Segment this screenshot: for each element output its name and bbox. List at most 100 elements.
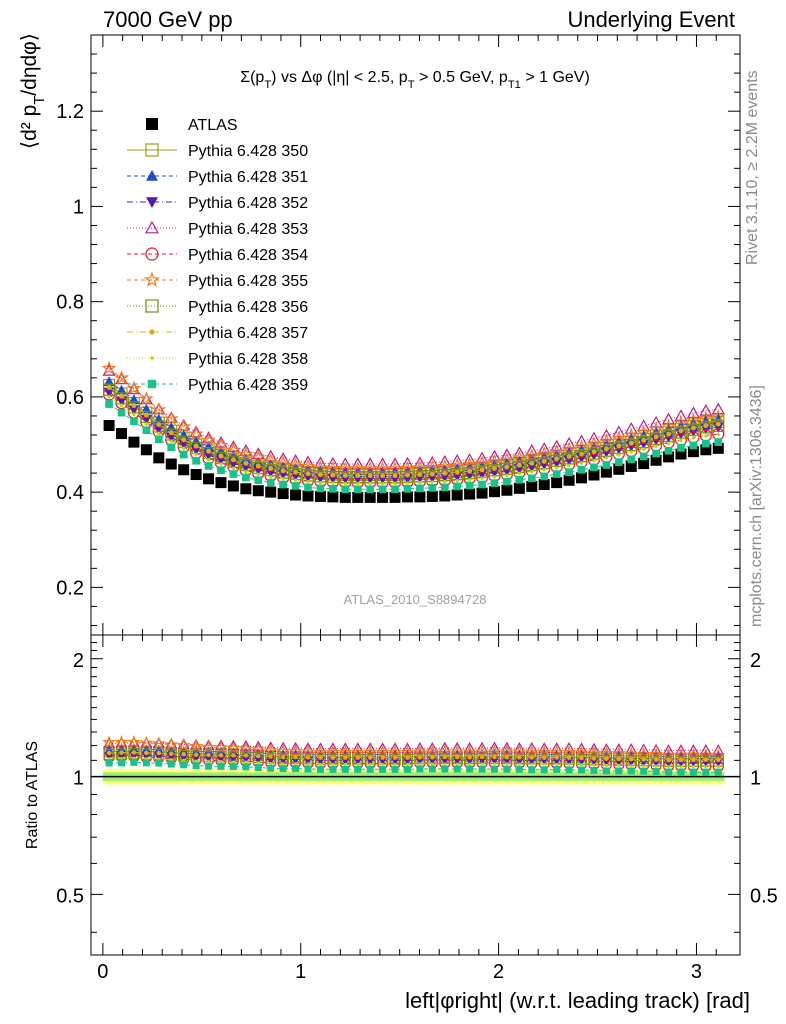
legend-item: Pythia 6.428 351 xyxy=(127,169,308,186)
data-point xyxy=(538,479,550,491)
data-point xyxy=(327,491,339,503)
data-point xyxy=(377,491,389,503)
ratio-point xyxy=(641,757,646,762)
data-point xyxy=(638,439,650,450)
ratio-point xyxy=(182,758,186,762)
ratio-point xyxy=(576,756,587,766)
data-point xyxy=(465,481,474,490)
data-point xyxy=(114,370,130,385)
data-point xyxy=(426,490,438,502)
data-point xyxy=(666,431,672,437)
data-point xyxy=(206,448,212,454)
ratio-point xyxy=(106,750,112,756)
data-point xyxy=(591,449,597,455)
data-point xyxy=(616,443,622,449)
data-point xyxy=(443,480,447,484)
legend-label: Pythia 6.428 353 xyxy=(188,221,308,238)
ratio-point xyxy=(430,762,434,766)
data-point xyxy=(661,418,676,433)
data-point xyxy=(599,428,613,441)
legend-label: Pythia 6.428 350 xyxy=(188,143,308,160)
ratio-point xyxy=(451,741,464,753)
ratio-point xyxy=(401,742,414,754)
ratio-point xyxy=(653,757,659,762)
data-point xyxy=(517,471,522,476)
ratio-point xyxy=(416,765,424,773)
ratio-point xyxy=(565,766,573,774)
ratio-point xyxy=(691,765,695,769)
ratio-point xyxy=(665,768,673,776)
data-point xyxy=(389,491,401,503)
data-point xyxy=(576,472,588,484)
data-point xyxy=(638,458,650,470)
data-point xyxy=(691,436,696,440)
data-point xyxy=(103,419,115,431)
data-point xyxy=(418,480,422,485)
data-point xyxy=(277,461,289,472)
rivet-version-label: Rivet 3.1.10, ≥ 2.2M events xyxy=(744,70,761,265)
ratio-point xyxy=(661,747,676,761)
ratio-point xyxy=(367,755,373,760)
data-point xyxy=(341,485,350,494)
ratio-point xyxy=(339,742,352,754)
ratio-point xyxy=(604,763,608,767)
data-point xyxy=(227,480,239,492)
ratio-point xyxy=(503,765,511,773)
ratio-point xyxy=(207,759,211,763)
data-point xyxy=(530,470,534,474)
data-point xyxy=(679,439,683,443)
data-point xyxy=(364,474,376,485)
data-point xyxy=(244,470,248,474)
ratio-point xyxy=(142,759,150,767)
data-point xyxy=(426,472,438,483)
ratio-point xyxy=(541,755,547,760)
data-point xyxy=(598,433,614,448)
ratio-point xyxy=(515,765,523,773)
ratio-point xyxy=(663,758,674,768)
data-point xyxy=(490,479,499,487)
data-point xyxy=(412,460,428,475)
x-tick-label: 1 xyxy=(295,961,306,983)
ratio-point xyxy=(466,765,474,773)
data-point xyxy=(128,394,140,405)
data-point xyxy=(101,360,117,375)
data-point xyxy=(107,395,111,399)
data-point xyxy=(712,419,725,433)
legend-item: Pythia 6.428 355 xyxy=(127,271,308,290)
legend-item: Pythia 6.428 358 xyxy=(127,351,308,368)
ratio-point xyxy=(256,753,261,759)
data-point xyxy=(628,440,634,446)
data-point xyxy=(504,464,510,470)
ratio-point xyxy=(636,746,651,761)
data-point xyxy=(701,439,710,448)
data-point xyxy=(662,412,676,425)
data-point xyxy=(476,469,488,480)
data-point xyxy=(165,458,177,470)
ratio-point xyxy=(500,741,513,753)
ratio-point xyxy=(478,765,486,773)
data-point xyxy=(352,491,364,503)
ratio-point xyxy=(380,755,385,760)
main-plot-title: Σ(pT) vs Δφ (|η| < 2.5, pT > 0.5 GeV, pT… xyxy=(240,69,590,91)
ratio-y-tick-label: 1 xyxy=(73,768,84,790)
data-point xyxy=(488,467,500,478)
data-point xyxy=(550,439,564,452)
ratio-point xyxy=(716,765,720,769)
ratio-point xyxy=(218,753,224,758)
data-point xyxy=(566,453,572,459)
ratio-point xyxy=(627,767,635,775)
data-point xyxy=(629,450,633,454)
data-point xyxy=(377,474,389,485)
ratio-point xyxy=(281,762,285,766)
ratio-point xyxy=(674,744,687,755)
ratio-point xyxy=(704,765,708,769)
data-point xyxy=(400,456,414,469)
data-point xyxy=(662,429,675,443)
ratio-point xyxy=(120,756,124,760)
ratio-point xyxy=(679,765,683,769)
ratio-point xyxy=(504,754,510,760)
y-tick-label: 0.6 xyxy=(56,387,84,409)
data-point xyxy=(275,455,291,470)
data-point xyxy=(648,421,664,436)
data-point xyxy=(611,430,627,445)
